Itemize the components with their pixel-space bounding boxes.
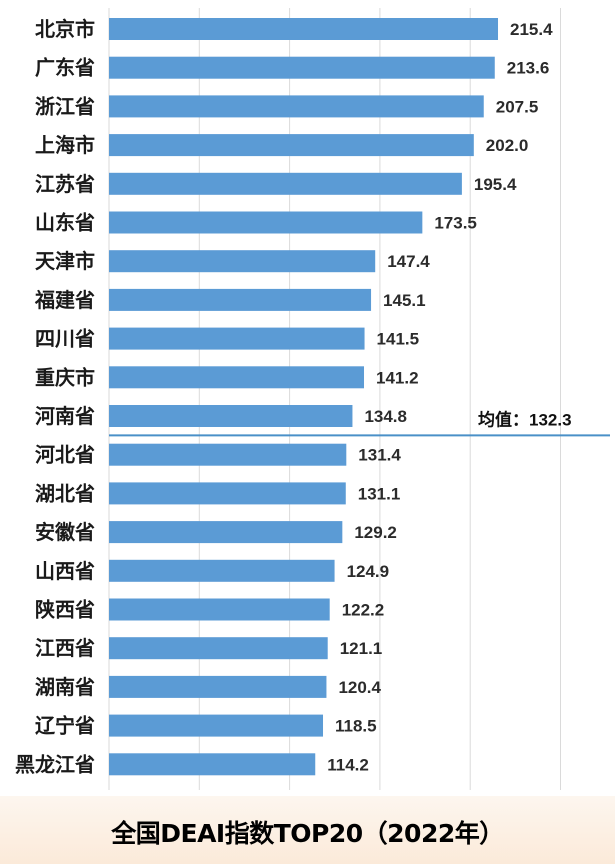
category-label: 江西省 [35,636,95,660]
data-label: 122.2 [342,601,385,620]
category-label: 广东省 [35,56,95,80]
category-label: 黑龙江省 [15,752,95,776]
data-label: 141.2 [376,368,419,387]
bar [109,559,335,582]
bar [109,521,343,544]
title-band [0,796,615,864]
bar [109,288,372,311]
category-label: 河北省 [35,443,95,467]
data-label: 207.5 [496,97,539,116]
data-label: 215.4 [510,20,553,39]
data-label: 141.5 [377,330,420,349]
bar [109,482,346,505]
category-label: 重庆市 [35,365,95,389]
data-label: 134.8 [364,407,407,426]
bar [109,172,462,195]
mean-label: 均值：132.3 [478,409,572,430]
bar [109,211,423,234]
chart-title: 全国DEAI指数TOP20（2022年） [111,819,504,848]
bar [109,443,347,466]
bar [109,56,495,79]
bar [109,18,499,40]
mean-reference: 均值：132.3 [109,409,610,437]
data-label: 173.5 [434,214,477,233]
bar [109,95,484,118]
bar [109,714,324,737]
data-label: 121.1 [340,639,383,658]
grid-lines [108,8,561,790]
data-label: 147.4 [387,252,430,271]
data-label: 118.5 [335,717,377,736]
bar [109,134,474,157]
data-label: 129.2 [354,523,397,542]
bar [109,598,330,621]
data-label: 145.1 [383,291,426,310]
category-label: 陕西省 [35,598,95,622]
data-label: 202.0 [486,136,529,155]
bar [109,366,365,389]
category-label: 山西省 [35,559,95,583]
category-label: 北京市 [35,17,95,41]
mean-label-text: 均值： [478,409,529,430]
category-label: 浙江省 [35,94,95,118]
category-label: 湖北省 [35,481,95,505]
data-label: 131.1 [358,484,401,503]
category-label: 山东省 [35,211,95,235]
category-labels: 北京市广东省浙江省上海市江苏省山东省天津市福建省四川省重庆市河南省河北省湖北省安… [15,17,95,776]
category-label: 江苏省 [35,172,95,196]
data-label: 131.4 [358,446,401,465]
mean-value: 132.3 [529,410,572,429]
bar [109,405,353,427]
bar [109,675,327,698]
category-label: 河南省 [35,404,95,428]
category-label: 天津市 [35,249,95,273]
bar [109,327,365,350]
data-label: 120.4 [338,678,381,697]
data-label: 114.2 [327,755,369,774]
bar [109,637,328,660]
category-label: 湖南省 [35,675,95,699]
category-label: 辽宁省 [35,714,95,738]
data-label: 195.4 [474,175,517,194]
category-label: 福建省 [34,288,95,312]
bar [109,250,376,273]
data-label: 124.9 [347,562,390,581]
bars [109,18,499,776]
category-label: 上海市 [35,133,95,157]
category-label: 安徽省 [35,520,95,544]
bar [109,753,316,776]
category-label: 四川省 [35,327,95,351]
data-label: 213.6 [507,59,550,78]
